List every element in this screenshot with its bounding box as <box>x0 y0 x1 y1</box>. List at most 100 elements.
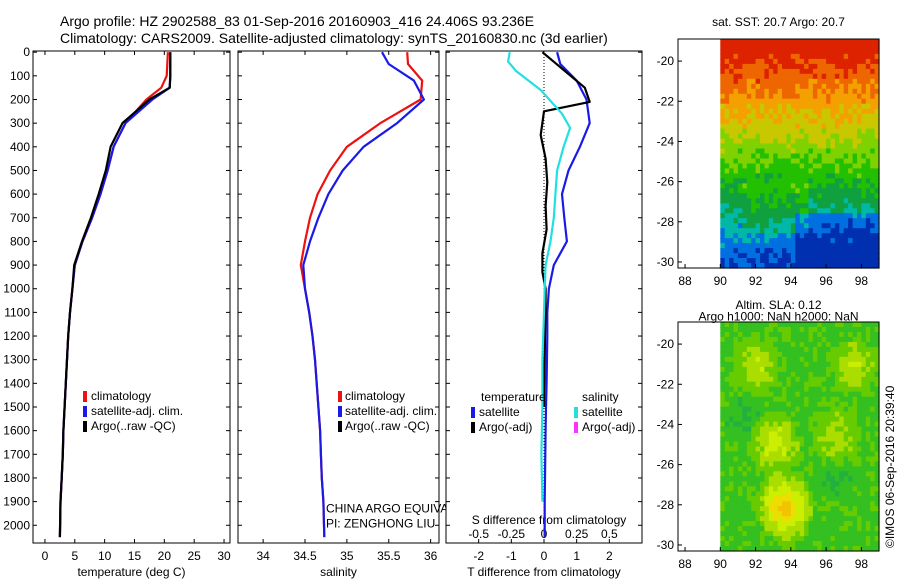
sla_map-cell <box>821 381 827 388</box>
sla_map-cell <box>865 336 871 343</box>
sla_map-cell <box>720 451 726 457</box>
sla_map-cell <box>839 322 845 328</box>
sst_map-cell <box>742 113 748 120</box>
sla_map-cell <box>795 486 801 492</box>
sst_map-cell <box>817 163 823 170</box>
sst_map-cell <box>830 233 836 239</box>
sst_map-cell <box>843 243 849 249</box>
sla_map-cell <box>764 521 770 527</box>
sst_map-cell <box>795 123 801 130</box>
sla_map-cell <box>733 406 739 413</box>
sla_map-cell <box>874 476 880 482</box>
sst_map-cell <box>843 133 849 140</box>
sst_map-cell <box>773 253 779 259</box>
sst_map-cell <box>812 123 818 130</box>
sst_map-cell <box>830 133 836 140</box>
sla_map-cell <box>857 401 862 408</box>
sst_map-cell <box>830 39 836 45</box>
sst_map-cell <box>817 173 823 179</box>
sla_map-cell <box>786 516 792 522</box>
sst_map-cell <box>812 253 818 259</box>
sla_map-cell <box>870 466 876 472</box>
sla_map-cell <box>874 541 880 547</box>
sst_map-cell <box>843 93 849 100</box>
sst_map-cell <box>804 153 810 160</box>
sla_map-cell <box>826 406 832 413</box>
sst_map-cell <box>830 68 836 75</box>
sst_map-cell <box>826 228 832 234</box>
sla_map-cell <box>790 406 796 413</box>
sst_map-cell <box>804 263 810 269</box>
sst_map-cell <box>755 248 761 254</box>
sla_map-cell <box>786 426 792 433</box>
sst_map-cell <box>729 148 735 155</box>
sla_map-cell <box>768 501 774 507</box>
sst_map-cell <box>843 178 849 184</box>
sla_map-cell <box>804 411 810 418</box>
sst_map-cell <box>804 168 810 174</box>
sla_map-cell <box>817 446 823 453</box>
sst_map-cell <box>861 93 867 100</box>
sst_map-cell <box>773 233 779 239</box>
sla_map-cell <box>808 491 814 497</box>
sla_map-cell <box>773 516 779 522</box>
sst_map-cell <box>737 39 743 45</box>
sst_map-cell <box>843 103 849 110</box>
sst_map-cell <box>790 68 796 75</box>
sla_map-cell <box>804 461 810 467</box>
sla_map-cell <box>870 411 876 418</box>
sla_map-cell <box>804 521 810 527</box>
sst_map-cell <box>834 183 840 189</box>
sst_map-cell <box>870 238 876 244</box>
sst_map-cell <box>821 113 827 120</box>
sla_map-cell <box>768 386 774 393</box>
sla_map-cell <box>724 406 730 413</box>
sst_map-cell <box>852 88 858 95</box>
sst_map-cell <box>777 218 783 224</box>
sla_map-cell <box>737 436 743 443</box>
sst_map-cell <box>760 118 765 125</box>
sla_map-cell <box>865 501 871 507</box>
sst_map-cell <box>874 88 880 95</box>
sst_map-cell <box>821 44 827 50</box>
sst_map-cell <box>737 193 743 199</box>
sla_map-cell <box>773 456 779 462</box>
sla_map-cell <box>808 476 814 482</box>
sla_map-cell <box>870 327 876 333</box>
sla_map-cell <box>834 356 840 363</box>
sst_map-cell <box>808 133 814 140</box>
sst_map-cell <box>857 163 862 170</box>
sst_map-cell <box>804 248 810 254</box>
sla_map-cell <box>751 501 757 507</box>
sst_map-cell <box>852 78 858 85</box>
sst_map-cell <box>826 88 832 95</box>
sst_map-cell <box>804 163 810 170</box>
sst_map-cell <box>764 168 770 174</box>
sst_map-cell <box>804 98 810 105</box>
sla_map-cell <box>777 506 783 512</box>
sla_map-cell <box>830 356 836 363</box>
sst_map-cell <box>786 88 792 95</box>
sla_map-cell <box>760 361 765 368</box>
sla_map-cell <box>812 456 818 462</box>
sla_map-cell <box>821 516 827 522</box>
sla_map-cell <box>768 461 774 467</box>
temperature-ytick-label: 200 <box>10 92 30 106</box>
sst_map-cell <box>773 153 779 160</box>
sla_map-cell <box>786 541 792 547</box>
sla_map-cell <box>799 411 805 418</box>
sst_map-cell <box>839 253 845 259</box>
sst_map-cell <box>861 233 867 239</box>
sst_map-cell <box>861 238 867 244</box>
sla_map-cell <box>760 341 765 348</box>
sst_map-cell <box>861 228 867 234</box>
sst_map-cell <box>812 143 818 150</box>
sla_map-cell <box>746 411 752 418</box>
sla_map-cell <box>808 411 814 418</box>
sla_map-cell <box>834 361 840 368</box>
sst_map-cell <box>804 44 810 50</box>
sla_map-cell <box>799 371 805 378</box>
sst_map-cell <box>742 58 748 65</box>
sst_map-cell <box>746 103 752 110</box>
